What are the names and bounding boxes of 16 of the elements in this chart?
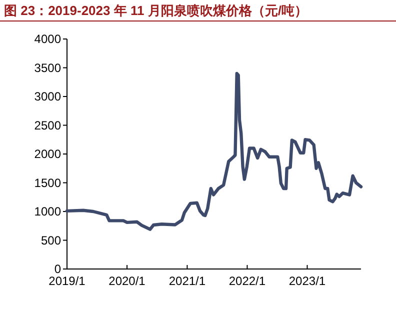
x-tick-label: 2019/1 [48, 274, 86, 288]
y-tick-label: 2000 [34, 147, 62, 161]
x-tick-label: 2022/1 [228, 274, 266, 288]
y-tick-label: 0 [54, 262, 62, 276]
title: 图 23：2019-2023 年 11 月阳泉喷吹煤价格（元/吨） [0, 3, 396, 22]
y-tick-label: 500 [40, 233, 62, 248]
x-tick-label: 2023/1 [288, 274, 326, 288]
y-tick-label: 1500 [34, 176, 62, 190]
y-tick-label: 3500 [34, 60, 62, 75]
x-tick-label: 2021/1 [168, 274, 206, 288]
x-tick-label: 2020/1 [108, 274, 146, 288]
y-tick-label: 2500 [34, 118, 62, 132]
y-tick-label: 3000 [34, 90, 62, 104]
y-tick-label: 1000 [34, 204, 62, 218]
y-tick-label: 4000 [34, 32, 62, 46]
chart-title: 图 23：2019-2023 年 11 月阳泉喷吹煤价格（元/吨） [4, 3, 308, 18]
